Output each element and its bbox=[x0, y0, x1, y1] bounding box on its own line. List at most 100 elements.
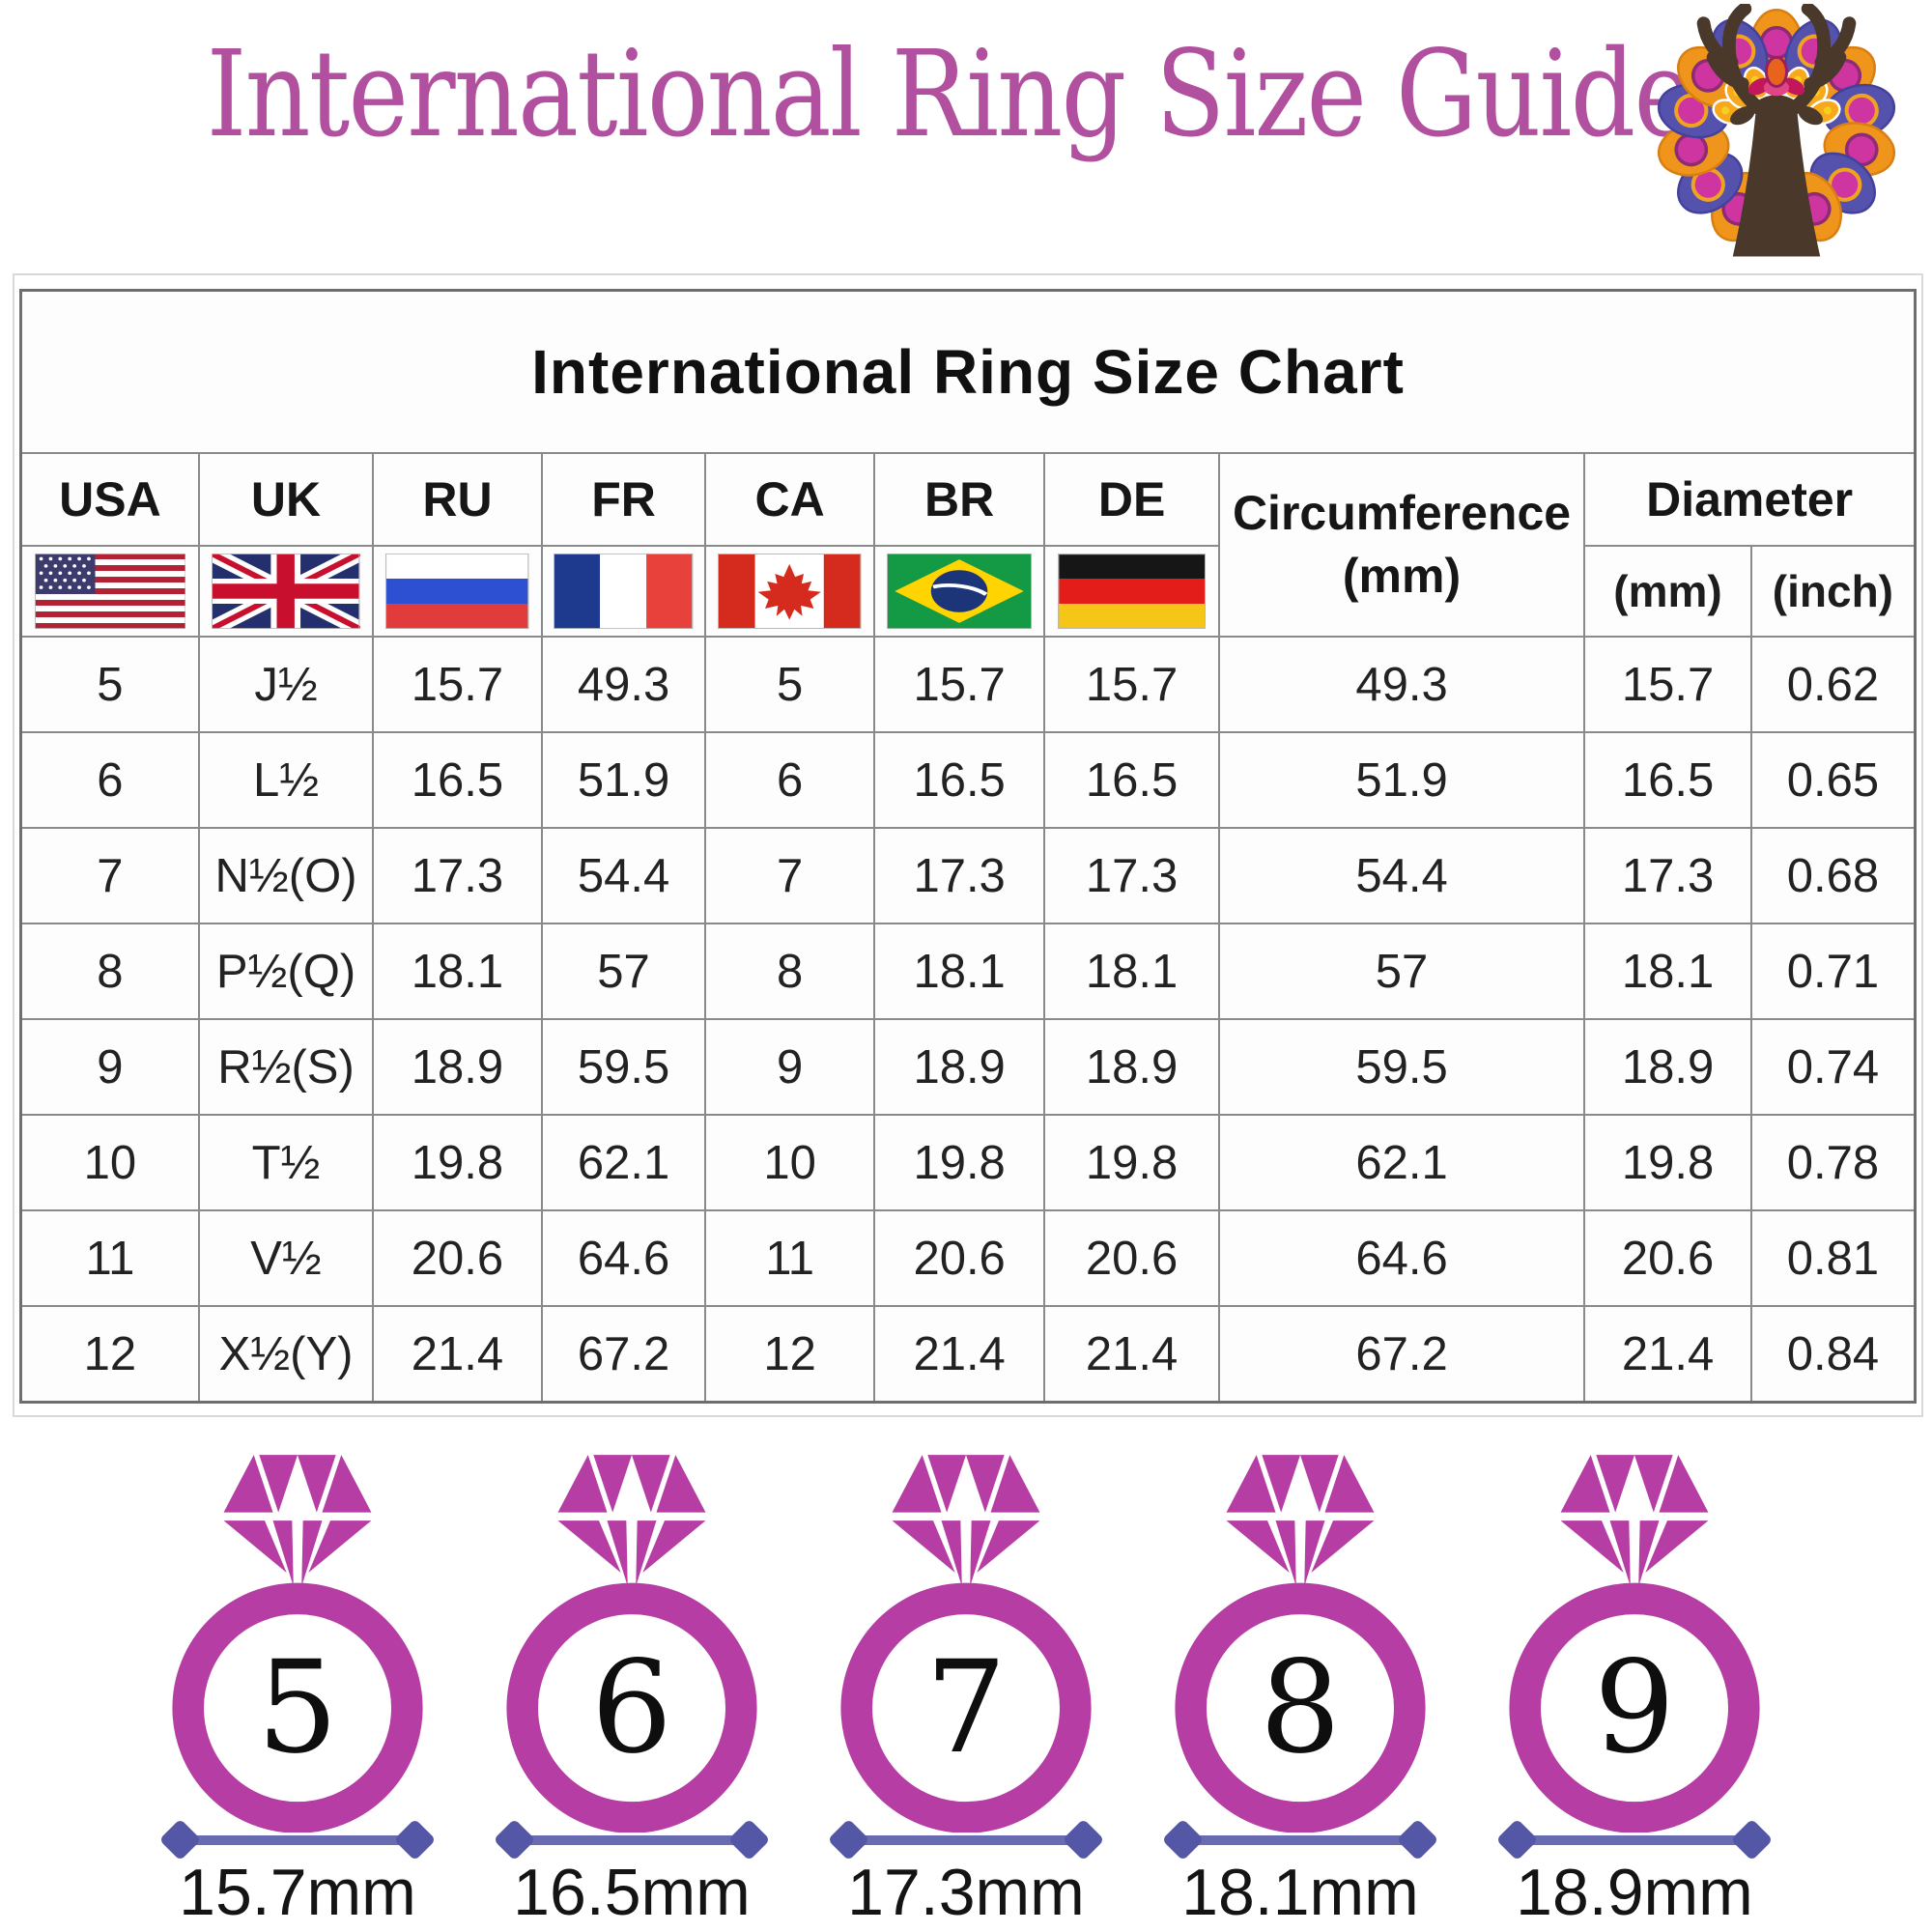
col-diameter: Diameter bbox=[1583, 452, 1917, 547]
cell-ca: 6 bbox=[704, 731, 875, 829]
cell-de: 19.8 bbox=[1043, 1114, 1220, 1211]
table-row: 10 T½ 19.8 62.1 10 19.8 19.8 62.1 19.8 0… bbox=[19, 1114, 1917, 1211]
cell-ru: 18.1 bbox=[372, 923, 543, 1020]
cell-uk: X½(Y) bbox=[197, 1305, 375, 1404]
cell-usa: 12 bbox=[19, 1305, 200, 1404]
cell-uk: N½(O) bbox=[197, 827, 375, 924]
cell-fr: 62.1 bbox=[540, 1114, 707, 1211]
ring-diameter-label: 17.3mm bbox=[847, 1856, 1085, 1929]
cell-ru: 17.3 bbox=[372, 827, 543, 924]
ring-band bbox=[1509, 1582, 1760, 1833]
cell-ru: 21.4 bbox=[372, 1305, 543, 1404]
cell-br: 19.8 bbox=[872, 1114, 1046, 1211]
ring-band bbox=[1175, 1582, 1426, 1833]
subcol-diameter-inch: (inch) bbox=[1749, 545, 1917, 638]
cell-ru: 16.5 bbox=[372, 731, 543, 829]
ring-size-figure: 5 15.7mm bbox=[131, 1441, 464, 1930]
cell-usa: 6 bbox=[19, 731, 200, 829]
crown-flower bbox=[1747, 55, 1805, 97]
col-fr: FR bbox=[540, 452, 707, 547]
cell-br: 17.3 bbox=[872, 827, 1046, 924]
diamond-ring-icon bbox=[506, 1455, 757, 1833]
ru-flag-cell bbox=[372, 545, 543, 638]
cell-de: 20.6 bbox=[1043, 1209, 1220, 1307]
ring-size-number: 5 bbox=[257, 1634, 338, 1782]
measure-line bbox=[1185, 1834, 1415, 1845]
br-flag-icon bbox=[887, 554, 1033, 629]
diamond-gem-icon bbox=[892, 1455, 1040, 1587]
diameter-measure bbox=[1161, 1818, 1439, 1861]
cell-de: 16.5 bbox=[1043, 731, 1220, 829]
cell-br: 20.6 bbox=[872, 1209, 1046, 1307]
cell-de: 18.9 bbox=[1043, 1018, 1220, 1116]
cell-ca: 10 bbox=[704, 1114, 875, 1211]
measure-right-diamond-icon bbox=[1062, 1818, 1105, 1861]
cell-br: 18.9 bbox=[872, 1018, 1046, 1116]
de-flag-cell bbox=[1043, 545, 1220, 638]
cell-br: 18.1 bbox=[872, 923, 1046, 1020]
uk-flag-cell bbox=[197, 545, 375, 638]
cell-ru: 18.9 bbox=[372, 1018, 543, 1116]
cell-fr: 67.2 bbox=[540, 1305, 707, 1404]
ca-flag-cell bbox=[704, 545, 875, 638]
cell-uk: V½ bbox=[197, 1209, 375, 1307]
cell-usa: 9 bbox=[19, 1018, 200, 1116]
circumference-label-line2: (mm) bbox=[1342, 549, 1462, 603]
ring-size-figure: 6 16.5mm bbox=[466, 1441, 798, 1930]
measure-left-diamond-icon bbox=[827, 1818, 870, 1861]
measure-left-diamond-icon bbox=[158, 1818, 202, 1861]
fr-flag-icon bbox=[554, 554, 694, 629]
ring-size-table-body: 5 J½ 15.7 49.3 5 15.7 15.7 49.3 15.7 0.6… bbox=[19, 636, 1917, 1404]
cell-uk: R½(S) bbox=[197, 1018, 375, 1116]
ring-diameter-label: 16.5mm bbox=[513, 1856, 751, 1929]
cell-br: 16.5 bbox=[872, 731, 1046, 829]
table-row: 6 L½ 16.5 51.9 6 16.5 16.5 51.9 16.5 0.6… bbox=[19, 731, 1917, 829]
cell-circumference: 62.1 bbox=[1217, 1114, 1586, 1211]
cell-ca: 8 bbox=[704, 923, 875, 1020]
table-title: International Ring Size Chart bbox=[19, 289, 1917, 454]
cell-circumference: 59.5 bbox=[1217, 1018, 1586, 1116]
ring-size-number: 7 bbox=[925, 1634, 1007, 1782]
deer-silhouette bbox=[1696, 4, 1857, 118]
diamond-gem-icon bbox=[1560, 1455, 1709, 1587]
ring-size-number: 9 bbox=[1594, 1634, 1675, 1782]
cell-ru: 20.6 bbox=[372, 1209, 543, 1307]
cell-diameter-mm: 15.7 bbox=[1583, 636, 1752, 733]
deer-body bbox=[1730, 95, 1823, 257]
cell-ca: 12 bbox=[704, 1305, 875, 1404]
table-row: 9 R½(S) 18.9 59.5 9 18.9 18.9 59.5 18.9 … bbox=[19, 1018, 1917, 1116]
cell-diameter-mm: 21.4 bbox=[1583, 1305, 1752, 1404]
cell-br: 21.4 bbox=[872, 1305, 1046, 1404]
diameter-measure bbox=[827, 1818, 1105, 1861]
cell-uk: J½ bbox=[197, 636, 375, 733]
diameter-measure bbox=[1495, 1818, 1774, 1861]
cell-diameter-mm: 18.9 bbox=[1583, 1018, 1752, 1116]
usa-flag-icon bbox=[34, 554, 186, 629]
ring-band bbox=[840, 1582, 1092, 1833]
ring-size-figure: 8 18.1mm bbox=[1134, 1441, 1466, 1930]
diamond-gem-icon bbox=[557, 1455, 706, 1587]
cell-ca: 7 bbox=[704, 827, 875, 924]
ring-band bbox=[172, 1582, 423, 1833]
ring-band bbox=[506, 1582, 757, 1833]
cell-fr: 59.5 bbox=[540, 1018, 707, 1116]
cell-circumference: 51.9 bbox=[1217, 731, 1586, 829]
cell-ca: 9 bbox=[704, 1018, 875, 1116]
page-title: International Ring Size Guide bbox=[206, 25, 1694, 164]
measure-left-diamond-icon bbox=[493, 1818, 536, 1861]
cell-ca: 5 bbox=[704, 636, 875, 733]
diamond-ring-icon bbox=[1175, 1455, 1426, 1833]
cell-usa: 10 bbox=[19, 1114, 200, 1211]
cell-fr: 64.6 bbox=[540, 1209, 707, 1307]
measure-line bbox=[517, 1834, 747, 1845]
ru-flag-icon bbox=[385, 554, 529, 629]
cell-diameter-mm: 17.3 bbox=[1583, 827, 1752, 924]
col-de: DE bbox=[1043, 452, 1220, 547]
col-ca: CA bbox=[704, 452, 875, 547]
fr-flag-cell bbox=[540, 545, 707, 638]
col-uk: UK bbox=[197, 452, 375, 547]
col-br: BR bbox=[872, 452, 1046, 547]
ring-size-number: 6 bbox=[591, 1634, 672, 1782]
measure-line bbox=[851, 1834, 1081, 1845]
